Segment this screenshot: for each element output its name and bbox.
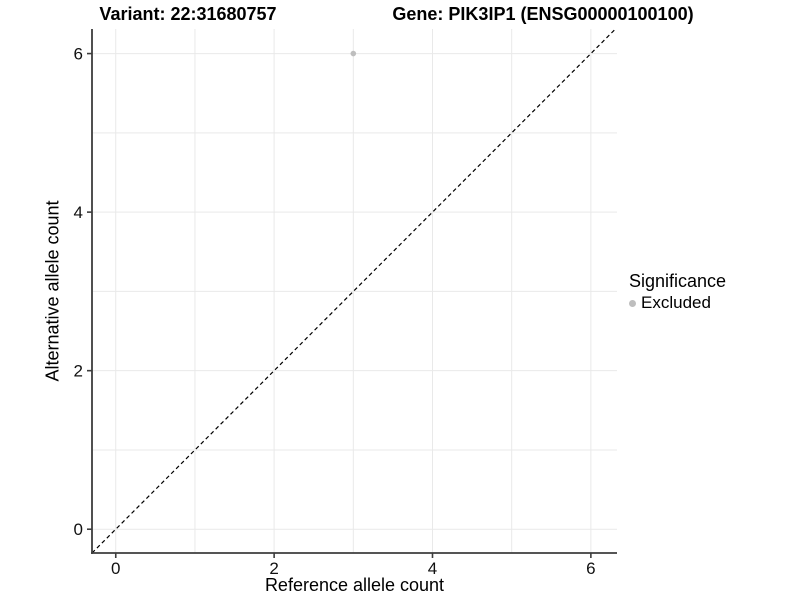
y-tick-label: 2 (74, 362, 83, 381)
legend-item-excluded: Excluded (629, 293, 726, 313)
x-tick-label: 6 (586, 559, 595, 578)
legend-title: Significance (629, 271, 727, 291)
x-tick-label: 0 (111, 559, 120, 578)
legend-item-label: Excluded (641, 293, 711, 312)
y-tick-label: 6 (74, 45, 83, 64)
legend-point-icon (629, 299, 636, 307)
identity-line (91, 28, 616, 554)
data-point (350, 50, 357, 57)
x-tick-label: 2 (269, 559, 278, 578)
y-axis-title: Alternative allele count (42, 200, 63, 382)
y-tick-label: 4 (74, 203, 83, 222)
x-axis-title: Reference allele count (264, 575, 445, 595)
plot-title-variant: Variant: 22:31680757 (99, 4, 277, 24)
x-tick-label: 4 (428, 559, 437, 578)
legend: Significance Excluded (629, 271, 726, 313)
plot-title-gene: Gene: PIK3IP1 (ENSG00000100100) (392, 4, 694, 24)
y-tick-label: 0 (74, 520, 83, 539)
